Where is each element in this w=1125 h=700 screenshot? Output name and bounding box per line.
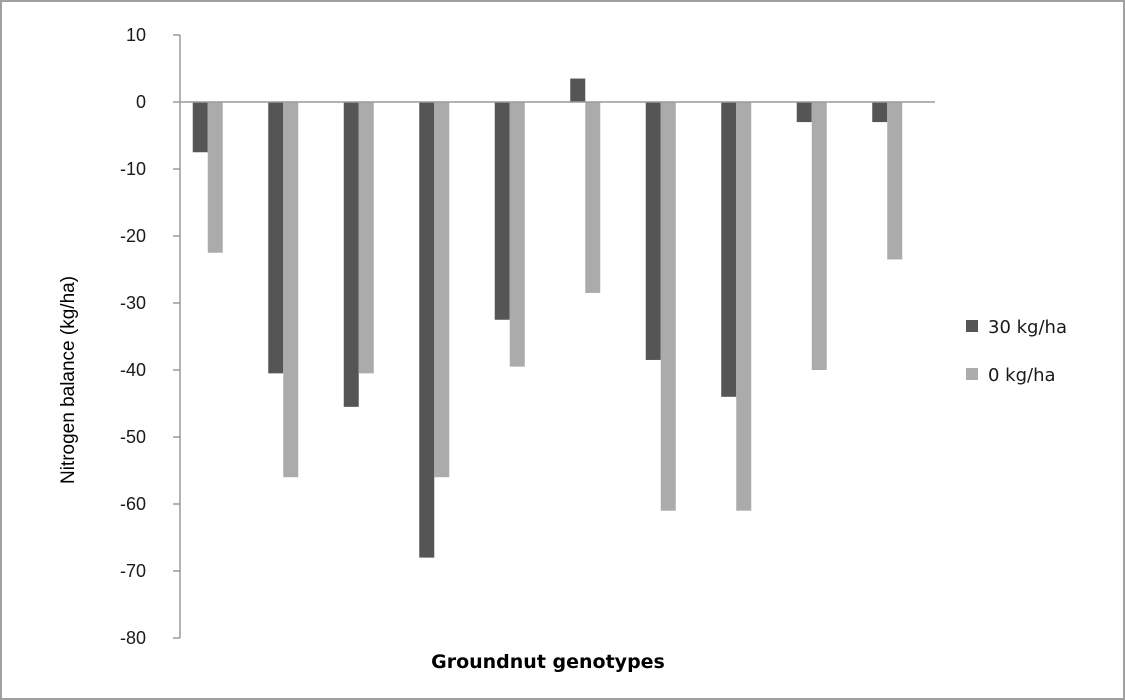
bar-series-0-9 (811, 102, 827, 370)
bar-series-30-1 (192, 102, 208, 153)
bar-series-0-3 (358, 102, 374, 374)
y-tick-label: -70 (120, 561, 146, 581)
x-axis-title: Groundnut genotypes (431, 651, 665, 673)
y-axis-title: Nitrogen balance (kg/ha) (58, 276, 79, 484)
y-tick-label: -50 (120, 427, 146, 447)
bar-series-30-8 (721, 102, 737, 397)
legend-swatch (966, 368, 978, 380)
legend-label: 0 kg/ha (988, 365, 1056, 386)
bar-series-0-2 (283, 102, 299, 478)
legend: 30 kg/ha 0 kg/ha (966, 317, 1067, 386)
bar-series-30-6 (570, 78, 586, 102)
bar-series-30-4 (419, 102, 435, 558)
y-tick-label: 0 (136, 92, 146, 112)
y-tick-label: -20 (120, 226, 146, 246)
bar-series-0-6 (585, 102, 601, 293)
y-tick-label: -10 (120, 159, 146, 179)
legend-label: 30 kg/ha (988, 317, 1067, 338)
bar-series-0-7 (660, 102, 676, 511)
bar-series-30-10 (872, 102, 888, 123)
bar-series-30-5 (494, 102, 510, 320)
bar-series-30-3 (343, 102, 359, 407)
y-tick-label: -30 (120, 293, 146, 313)
y-tick-label: -40 (120, 360, 146, 380)
y-tick-label: 10 (126, 25, 146, 45)
bar-series-30-9 (796, 102, 812, 123)
bar-series-0-5 (509, 102, 525, 367)
bar-series-0-1 (207, 102, 223, 253)
bar-series-30-2 (268, 102, 284, 374)
y-axis-ticks: 10 0 -10 -20 -30 -40 -50 -60 -70 -80 (120, 25, 180, 648)
bar-series-0-10 (887, 102, 903, 260)
bar-series-30-7 (645, 102, 661, 360)
bar-series-0-4 (434, 102, 450, 478)
bars (192, 78, 903, 558)
y-tick-label: -80 (120, 628, 146, 648)
legend-swatch (966, 320, 978, 332)
bar-series-0-8 (736, 102, 752, 511)
y-tick-label: -60 (120, 494, 146, 514)
